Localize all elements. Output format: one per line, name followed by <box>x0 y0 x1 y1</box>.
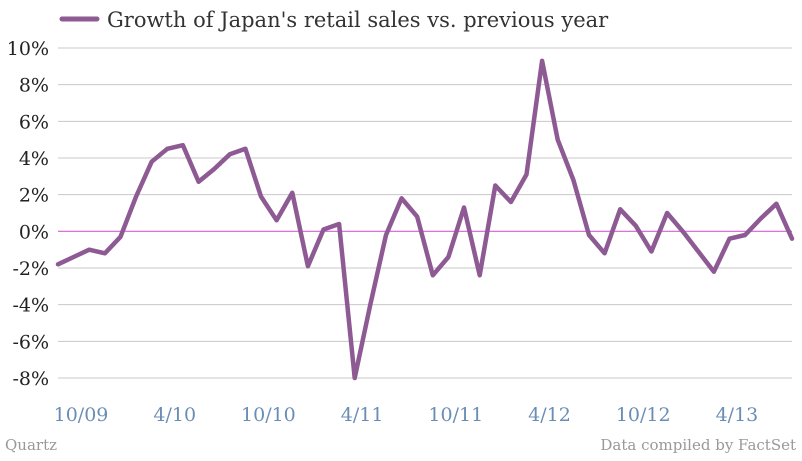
y-tick-label: -6% <box>12 331 49 353</box>
source-right-label: Data compiled by FactSet <box>600 436 796 454</box>
y-tick-label: 6% <box>19 111 49 133</box>
x-tick-label: 4/13 <box>716 404 759 426</box>
source-left-label: Quartz <box>5 436 57 454</box>
y-tick-label: 8% <box>19 75 49 97</box>
x-axis-tick-labels: 10/09 4/10 10/10 4/11 10/11 4/12 10/12 4/13 <box>54 404 759 426</box>
x-tick-label: 4/12 <box>528 404 571 426</box>
x-tick-label: 10/09 <box>54 404 109 426</box>
y-tick-label: 0% <box>19 221 49 243</box>
y-tick-label: 10% <box>7 38 49 60</box>
y-tick-label: -8% <box>12 368 49 390</box>
y-tick-label: 2% <box>19 185 49 207</box>
x-tick-label: 10/11 <box>428 404 483 426</box>
x-tick-label: 4/10 <box>153 404 196 426</box>
x-tick-label: 10/12 <box>616 404 671 426</box>
x-tick-label: 4/11 <box>341 404 384 426</box>
y-tick-label: -2% <box>12 258 49 280</box>
x-tick-label: 10/10 <box>241 404 296 426</box>
legend: Growth of Japan's retail sales vs. previ… <box>59 8 609 32</box>
legend-label: Growth of Japan's retail sales vs. previ… <box>107 8 609 32</box>
gridlines <box>58 47 792 379</box>
y-axis-tick-labels: 10% 8% 6% 4% 2% 0% -2% -4% -6% -8% <box>7 38 49 390</box>
series-lines <box>55 58 795 381</box>
series-line <box>55 58 795 381</box>
y-tick-label: -4% <box>12 295 49 317</box>
y-tick-label: 4% <box>19 148 49 170</box>
